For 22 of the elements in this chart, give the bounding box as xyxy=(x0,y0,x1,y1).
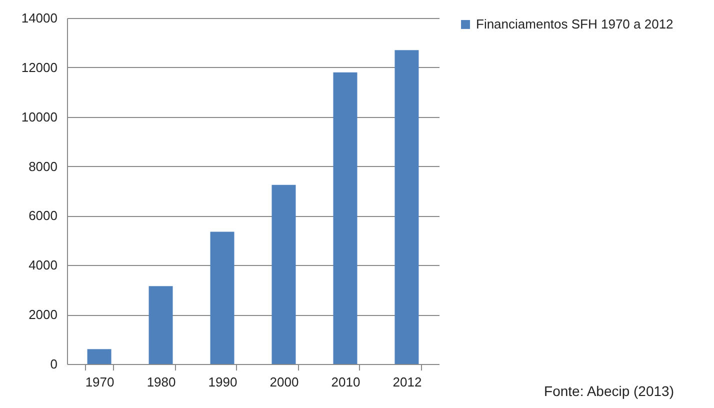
x-tick-label: 2012 xyxy=(392,374,422,390)
bar xyxy=(148,286,173,364)
source-note: Fonte: Abecip (2013) xyxy=(544,383,674,399)
y-tick-label: 14000 xyxy=(21,10,58,26)
bar xyxy=(394,50,419,364)
bar xyxy=(272,184,296,364)
y-tick-label: 0 xyxy=(50,356,58,372)
y-tick-label: 4000 xyxy=(28,258,58,273)
x-tick-label: 2000 xyxy=(270,374,299,390)
y-tick-label: 2000 xyxy=(28,307,58,322)
y-tick-label: 12000 xyxy=(21,60,58,75)
y-tick-label: 6000 xyxy=(28,208,58,224)
x-tick-label: 1980 xyxy=(146,374,176,390)
bar xyxy=(210,232,234,364)
x-tick-label: 1970 xyxy=(85,374,114,390)
y-tick-label: 8000 xyxy=(28,158,58,174)
x-tick-label: 1990 xyxy=(208,374,238,390)
bar xyxy=(333,72,358,364)
x-tick-label: 2010 xyxy=(331,374,360,390)
legend-label: Financiamentos SFH 1970 a 2012 xyxy=(476,16,674,32)
bar xyxy=(87,349,112,364)
y-tick-label: 10000 xyxy=(21,109,58,124)
